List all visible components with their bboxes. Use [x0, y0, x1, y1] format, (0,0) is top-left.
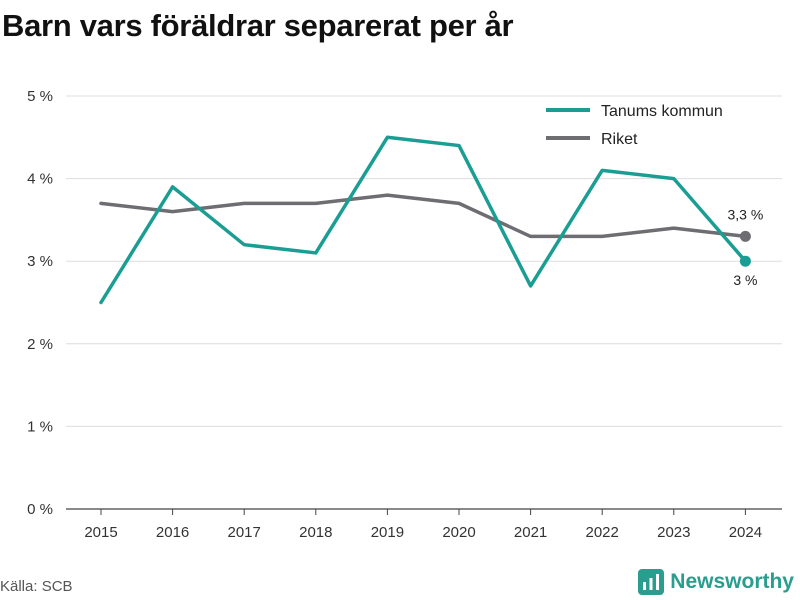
series-end-point	[739, 255, 751, 267]
series-lines: 3,3 % 3 %	[99, 135, 763, 305]
gridlines	[66, 95, 782, 510]
x-tick-label: 2020	[442, 524, 475, 541]
x-tick-label: 2017	[228, 524, 261, 541]
x-tick-label: 2016	[156, 524, 189, 541]
x-tick-label: 2019	[371, 524, 404, 541]
y-tick-label: 3 %	[27, 253, 53, 270]
x-tick-label: 2018	[299, 524, 332, 541]
source-note: Källa: SCB	[0, 578, 73, 595]
y-tick-label: 5 %	[27, 88, 53, 105]
legend: Tanums kommun Riket	[546, 103, 723, 148]
x-tick-label: 2023	[657, 524, 690, 541]
y-tick-label: 4 %	[27, 171, 53, 188]
series-end-label: 3,3 %	[727, 206, 763, 222]
legend-label: Riket	[601, 131, 638, 148]
x-tick-label: 2015	[84, 524, 117, 541]
chart-title: Barn vars föräldrar separerat per år	[2, 8, 514, 43]
newsworthy-logo-icon	[638, 569, 665, 595]
brand-name: Newsworthy	[670, 570, 794, 593]
legend-label: Tanums kommun	[601, 103, 723, 120]
series-end-point	[739, 230, 751, 242]
y-tick-label: 1 %	[27, 418, 53, 435]
x-tick-label: 2024	[729, 524, 762, 541]
axes: 0 % 1 % 2 % 3 % 4 % 5 % 2015 2016 2017 2018 2019 20…	[27, 88, 762, 541]
series-line	[99, 135, 748, 305]
series-line	[99, 193, 748, 239]
y-tick-label: 2 %	[27, 336, 53, 353]
brand-logo: Newsworthy	[638, 569, 794, 595]
series-end-label: 3 %	[733, 272, 757, 288]
x-tick-label: 2022	[586, 524, 619, 541]
y-tick-label: 0 %	[27, 501, 53, 518]
x-tick-label: 2021	[514, 524, 547, 541]
